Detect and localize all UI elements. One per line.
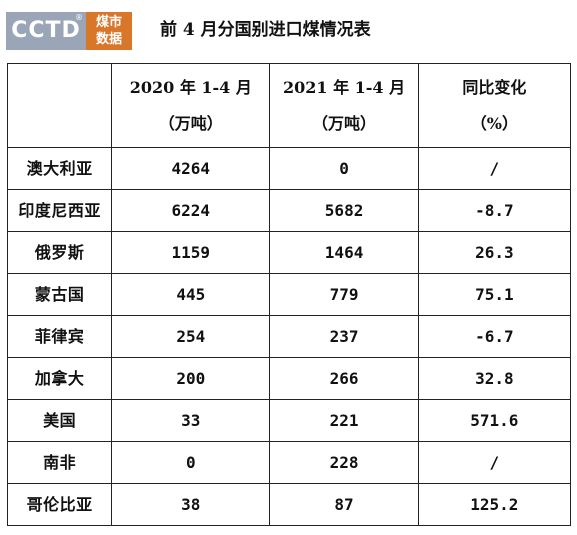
- value-2020-cell: 38: [111, 483, 271, 526]
- logo-tag: 煤市 数据: [86, 12, 132, 50]
- logo-mark: CCTD ®: [6, 12, 86, 50]
- change-cell: -8.7: [417, 189, 572, 232]
- change-cell: 26.3: [417, 231, 572, 274]
- header-cell-corner: [6, 63, 113, 148]
- table-row: 加拿大 200 266 32.8: [6, 357, 572, 400]
- country-cell: 哥伦比亚: [6, 483, 113, 526]
- table-row: 印度尼西亚 6224 5682 -8.7: [6, 189, 572, 232]
- country-cell: 加拿大: [6, 357, 113, 400]
- logo-text: CCTD: [11, 18, 81, 43]
- country-cell: 印度尼西亚: [6, 189, 113, 232]
- country-cell: 澳大利亚: [6, 147, 113, 190]
- table-row: 哥伦比亚 38 87 125.2: [6, 483, 572, 526]
- table-row: 菲律宾 254 237 -6.7: [6, 315, 572, 358]
- value-2020-cell: 0: [111, 441, 271, 484]
- value-2021-cell: 5682: [269, 189, 419, 232]
- table-row: 蒙古国 445 779 75.1: [6, 273, 572, 316]
- value-2020-cell: 4264: [111, 147, 271, 190]
- header-2021-line-2: （万吨）: [312, 113, 377, 133]
- value-2021-cell: 266: [269, 357, 419, 400]
- change-cell: 125.2: [417, 483, 572, 526]
- header-2020-line-1: 2020 年 1-4 月: [129, 77, 252, 97]
- cctd-logo: CCTD ® 煤市 数据: [6, 12, 134, 50]
- header-change-line-2: （%）: [470, 113, 518, 133]
- table-row: 俄罗斯 1159 1464 26.3: [6, 231, 572, 274]
- header-change-line-1: 同比变化: [462, 77, 527, 97]
- logo-tag-line-1: 煤市: [95, 15, 122, 30]
- table-row: 澳大利亚 4264 0 /: [6, 147, 572, 190]
- country-cell: 菲律宾: [6, 315, 113, 358]
- header-cell-2020: 2020 年 1-4 月 （万吨）: [111, 63, 271, 148]
- value-2021-cell: 779: [269, 273, 419, 316]
- value-2021-cell: 237: [269, 315, 419, 358]
- country-cell: 俄罗斯: [6, 231, 113, 274]
- header-2021-line-1: 2021 年 1-4 月: [282, 77, 406, 97]
- logo-tag-line-2: 数据: [95, 32, 122, 47]
- country-cell: 南非: [6, 441, 113, 484]
- header-2020-line-2: （万吨）: [158, 113, 223, 133]
- table-row: 南非 0 228 /: [6, 441, 572, 484]
- value-2021-cell: 0: [269, 147, 419, 190]
- table-row: 美国 33 221 571.6: [6, 399, 572, 442]
- value-2021-cell: 228: [269, 441, 419, 484]
- value-2020-cell: 445: [111, 273, 271, 316]
- registered-mark: ®: [75, 13, 83, 22]
- value-2021-cell: 87: [269, 483, 419, 526]
- country-cell: 美国: [6, 399, 113, 442]
- header-cell-change: 同比变化 （%）: [417, 63, 572, 148]
- value-2021-cell: 1464: [269, 231, 419, 274]
- value-2020-cell: 33: [111, 399, 271, 442]
- change-cell: 571.6: [417, 399, 572, 442]
- value-2020-cell: 1159: [111, 231, 271, 274]
- page-title: 前 4 月分国别进口煤情况表: [160, 20, 371, 40]
- table-header-row: 2020 年 1-4 月 （万吨） 2021 年 1-4 月 （万吨） 同比变化…: [6, 63, 572, 148]
- value-2020-cell: 254: [111, 315, 271, 358]
- value-2020-cell: 6224: [111, 189, 271, 232]
- country-cell: 蒙古国: [6, 273, 113, 316]
- coal-import-table: 2020 年 1-4 月 （万吨） 2021 年 1-4 月 （万吨） 同比变化…: [6, 63, 572, 526]
- header: CCTD ® 煤市 数据 前 4 月分国别进口煤情况表: [0, 0, 577, 62]
- change-cell: /: [417, 441, 572, 484]
- value-2021-cell: 221: [269, 399, 419, 442]
- change-cell: 32.8: [417, 357, 572, 400]
- value-2020-cell: 200: [111, 357, 271, 400]
- header-cell-2021: 2021 年 1-4 月 （万吨）: [269, 63, 419, 148]
- change-cell: /: [417, 147, 572, 190]
- change-cell: 75.1: [417, 273, 572, 316]
- change-cell: -6.7: [417, 315, 572, 358]
